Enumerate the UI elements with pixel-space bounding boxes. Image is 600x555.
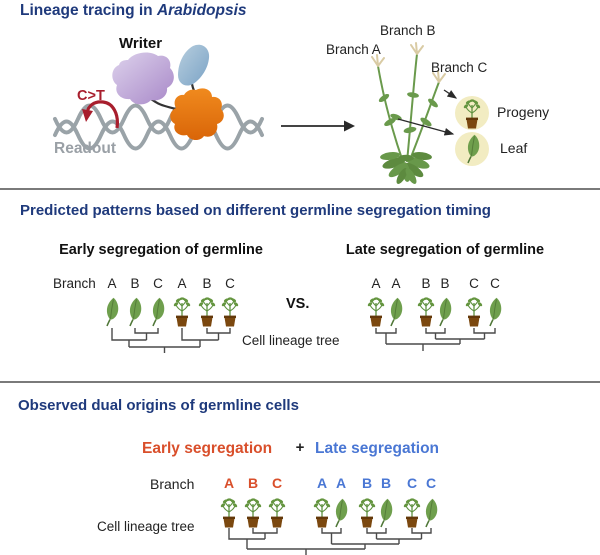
branch-row-label: Branch (53, 276, 96, 291)
branch-letter: C (469, 276, 479, 291)
early-segregation-label: Early segregation (142, 440, 273, 457)
branch-letter: A (177, 276, 187, 291)
branch-letter: B (202, 276, 212, 291)
branch-letter: B (247, 475, 259, 491)
rosette (380, 151, 432, 184)
readout-label: Readout (54, 140, 116, 157)
observed-late-icons (312, 497, 439, 529)
progeny-label: Progeny (497, 104, 550, 120)
observed-lineage-tree (228, 528, 432, 555)
panel1-title-prefix: Lineage tracing in (20, 2, 157, 19)
writer-label: Writer (119, 35, 163, 52)
panel1-title-species: Arabidopsis (156, 2, 247, 19)
branch-letter: A (223, 475, 235, 491)
mutation-label: C>T (77, 88, 105, 104)
separator-2 (0, 381, 600, 383)
branch-row-label: Branch (150, 476, 195, 492)
branch-letter: C (225, 276, 235, 291)
branch-letter: A (107, 276, 117, 291)
leaf-circle (455, 132, 489, 166)
vs-label: VS. (286, 296, 310, 312)
observed-early-icons (219, 497, 287, 529)
branch-letter: B (380, 475, 392, 491)
late-pattern-icons (366, 296, 503, 328)
writer-complex (112, 44, 224, 141)
cell-lineage-tree-label: Cell lineage tree (242, 333, 340, 348)
branch-letter: A (316, 475, 328, 491)
annotation-arrows (397, 89, 458, 136)
separator-1 (0, 188, 600, 190)
branch-c-label: Branch C (431, 60, 488, 75)
branch-letter: B (361, 475, 373, 491)
mutation-arrow (82, 100, 119, 129)
branch-letter: B (440, 276, 450, 291)
progeny-circle (455, 96, 489, 130)
panel2-title: Predicted patterns based on different ge… (20, 202, 491, 219)
branch-letter: C (153, 276, 163, 291)
writer-orange-blob (170, 88, 224, 141)
late-segregation-header: Late segregation of germline (345, 242, 545, 258)
writer-blue-blob (178, 44, 210, 86)
branch-a-label: Branch A (326, 42, 381, 57)
branch-letter: C (490, 276, 500, 291)
branch-letter: C (406, 475, 418, 491)
cell-lineage-tree-label: Cell lineage tree (97, 519, 195, 534)
branch-letter: A (335, 475, 347, 491)
writer-purple-blob (112, 52, 174, 105)
main-arrow (281, 120, 355, 132)
branch-letter: C (425, 475, 437, 491)
early-lineage-tree (111, 328, 231, 353)
panel1-title: Lineage tracing in Arabidopsis (20, 2, 247, 19)
late-lineage-tree (375, 328, 496, 351)
branch-letter: B (421, 276, 431, 291)
panel3-title: Observed dual origins of germline cells (18, 397, 299, 414)
late-segregation-label: Late segregation (315, 440, 440, 457)
branch-letter: B (130, 276, 140, 291)
branch-letter: C (271, 475, 283, 491)
early-pattern-icons (106, 296, 240, 328)
arabidopsis-plant (371, 42, 446, 184)
early-segregation-header: Early segregation of germline (59, 242, 263, 258)
branch-letter: A (391, 276, 401, 291)
branch-b-label: Branch B (380, 23, 436, 38)
leaf-label: Leaf (500, 140, 528, 156)
branch-letter: A (371, 276, 381, 291)
plus-sign: + (295, 439, 305, 456)
